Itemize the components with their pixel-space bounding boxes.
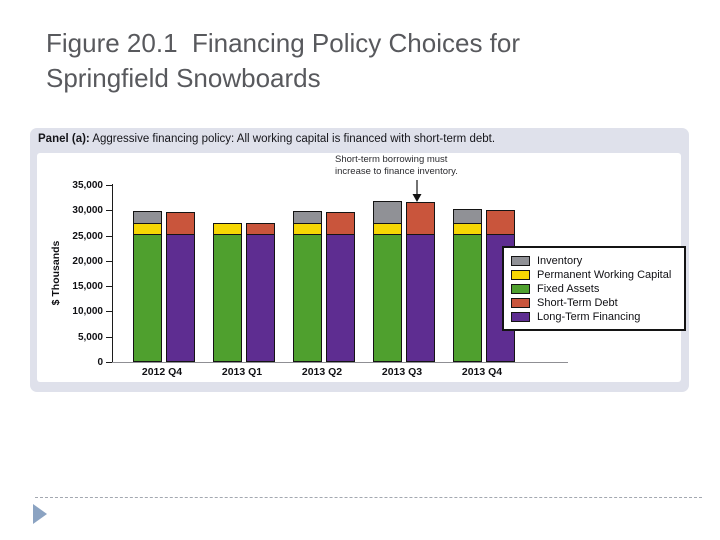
bar-segment-short-term-debt	[327, 213, 354, 234]
legend-swatch-permanent-working-capital	[511, 270, 530, 280]
bar-segment-inventory	[294, 212, 321, 223]
bar-segment-short-term-debt	[407, 203, 434, 234]
y-axis-tick	[106, 185, 112, 186]
x-axis-label: 2013 Q2	[301, 366, 343, 378]
footer-divider	[35, 497, 702, 498]
legend-item: Fixed Assets	[511, 283, 677, 295]
chart-annotation-line2: increase to finance inventory.	[335, 165, 458, 177]
panel-caption-text: Aggressive financing policy: All working…	[89, 133, 496, 145]
stacked-bar-assets	[133, 211, 162, 362]
bar-segment-fixed-assets	[454, 233, 481, 361]
stacked-bar-financing	[246, 222, 275, 362]
x-axis-label: 2013 Q1	[221, 366, 263, 378]
stacked-bar-assets	[453, 208, 482, 362]
bar-segment-fixed-assets	[294, 233, 321, 361]
y-axis-tick-label: 35,000	[72, 180, 103, 191]
bar-segment-permanent-working-capital	[374, 222, 401, 234]
panel-caption-label: Panel (a):	[38, 133, 90, 145]
y-axis-line	[112, 184, 113, 363]
next-slide-arrow-icon	[33, 504, 47, 524]
bar-segment-permanent-working-capital	[134, 222, 161, 234]
y-axis-tick-label: 15,000	[72, 281, 103, 293]
x-axis-label: 2012 Q4	[141, 366, 183, 378]
stacked-bar-assets	[213, 222, 242, 362]
stacked-bar-financing	[326, 212, 355, 362]
bar-segment-short-term-debt	[487, 210, 514, 234]
y-axis-tick-label: 5,000	[77, 331, 103, 343]
y-axis-tick	[106, 311, 112, 313]
bar-segment-inventory	[134, 212, 161, 223]
y-axis-tick-label: 30,000	[72, 205, 103, 217]
bar-segment-inventory	[374, 202, 401, 223]
chart-area: $ Thousands 35,000 30,000 25,000 20,000 15,0…	[37, 153, 686, 382]
chart-annotation-line1: Short-term borrowing must	[335, 154, 448, 165]
stacked-bar-assets	[373, 201, 402, 362]
bar-segment-long-term-financing	[167, 233, 194, 361]
bar-segment-inventory	[454, 209, 481, 223]
down-arrow-icon	[412, 180, 422, 202]
legend-label: Inventory	[537, 255, 583, 267]
bar-segment-long-term-financing	[407, 233, 434, 361]
bar-segment-permanent-working-capital	[214, 223, 241, 234]
page-title: Figure 20.1 Financing Policy Choices for…	[46, 28, 528, 94]
x-axis-line	[112, 362, 568, 363]
legend-item: Inventory	[511, 255, 677, 267]
legend-label: Long-Term Financing	[537, 311, 641, 323]
y-axis-tick	[106, 336, 112, 338]
y-axis-tick	[106, 286, 112, 288]
bar-segment-permanent-working-capital	[454, 222, 481, 234]
legend-swatch-short-term-debt	[511, 298, 530, 308]
chart-annotation: Short-term borrowing must increase to fi…	[335, 154, 458, 178]
legend-item: Short-Term Debt	[511, 297, 677, 309]
y-axis-tick-label: 20,000	[72, 255, 103, 267]
y-axis-tick	[106, 362, 112, 363]
y-axis-tick-label: 0	[97, 357, 103, 368]
y-axis-tick	[106, 260, 112, 262]
bar-segment-long-term-financing	[327, 233, 354, 361]
legend-label: Short-Term Debt	[537, 297, 618, 309]
legend-item: Long-Term Financing	[511, 311, 677, 323]
y-axis-tick	[106, 210, 112, 212]
legend-label: Fixed Assets	[537, 283, 600, 295]
bar-segment-fixed-assets	[134, 233, 161, 361]
stacked-bar-financing	[166, 212, 195, 362]
bar-segment-permanent-working-capital	[294, 222, 321, 234]
x-axis-label: 2013 Q3	[381, 366, 423, 378]
legend-swatch-fixed-assets	[511, 284, 530, 294]
legend-swatch-long-term-financing	[511, 312, 530, 322]
stacked-bar-assets	[293, 211, 322, 362]
x-axis-label: 2013 Q4	[461, 366, 503, 378]
chart-legend: Inventory Permanent Working Capital Fixed …	[502, 246, 686, 331]
panel-caption: Panel (a): Aggressive financing policy: …	[38, 133, 495, 145]
figure-panel: Panel (a): Aggressive financing policy: …	[30, 128, 689, 392]
y-axis-tick-label: 10,000	[72, 306, 103, 318]
panel-header: Panel (a): Aggressive financing policy: …	[30, 128, 689, 153]
legend-label: Permanent Working Capital	[537, 269, 672, 281]
stacked-bar-financing	[406, 202, 435, 362]
bar-segment-fixed-assets	[374, 233, 401, 361]
y-axis-tick-label: 25,000	[72, 230, 103, 242]
legend-swatch-inventory	[511, 256, 530, 266]
bar-segment-short-term-debt	[167, 213, 194, 234]
bar-segment-fixed-assets	[214, 233, 241, 361]
legend-item: Permanent Working Capital	[511, 269, 677, 281]
y-axis-tick	[106, 235, 112, 237]
bar-segment-short-term-debt	[247, 223, 274, 234]
bar-segment-long-term-financing	[247, 233, 274, 361]
